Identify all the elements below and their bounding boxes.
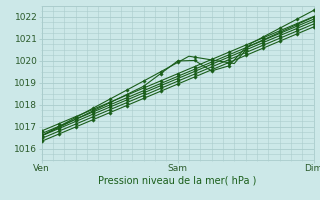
X-axis label: Pression niveau de la mer( hPa ): Pression niveau de la mer( hPa ) (99, 176, 257, 186)
